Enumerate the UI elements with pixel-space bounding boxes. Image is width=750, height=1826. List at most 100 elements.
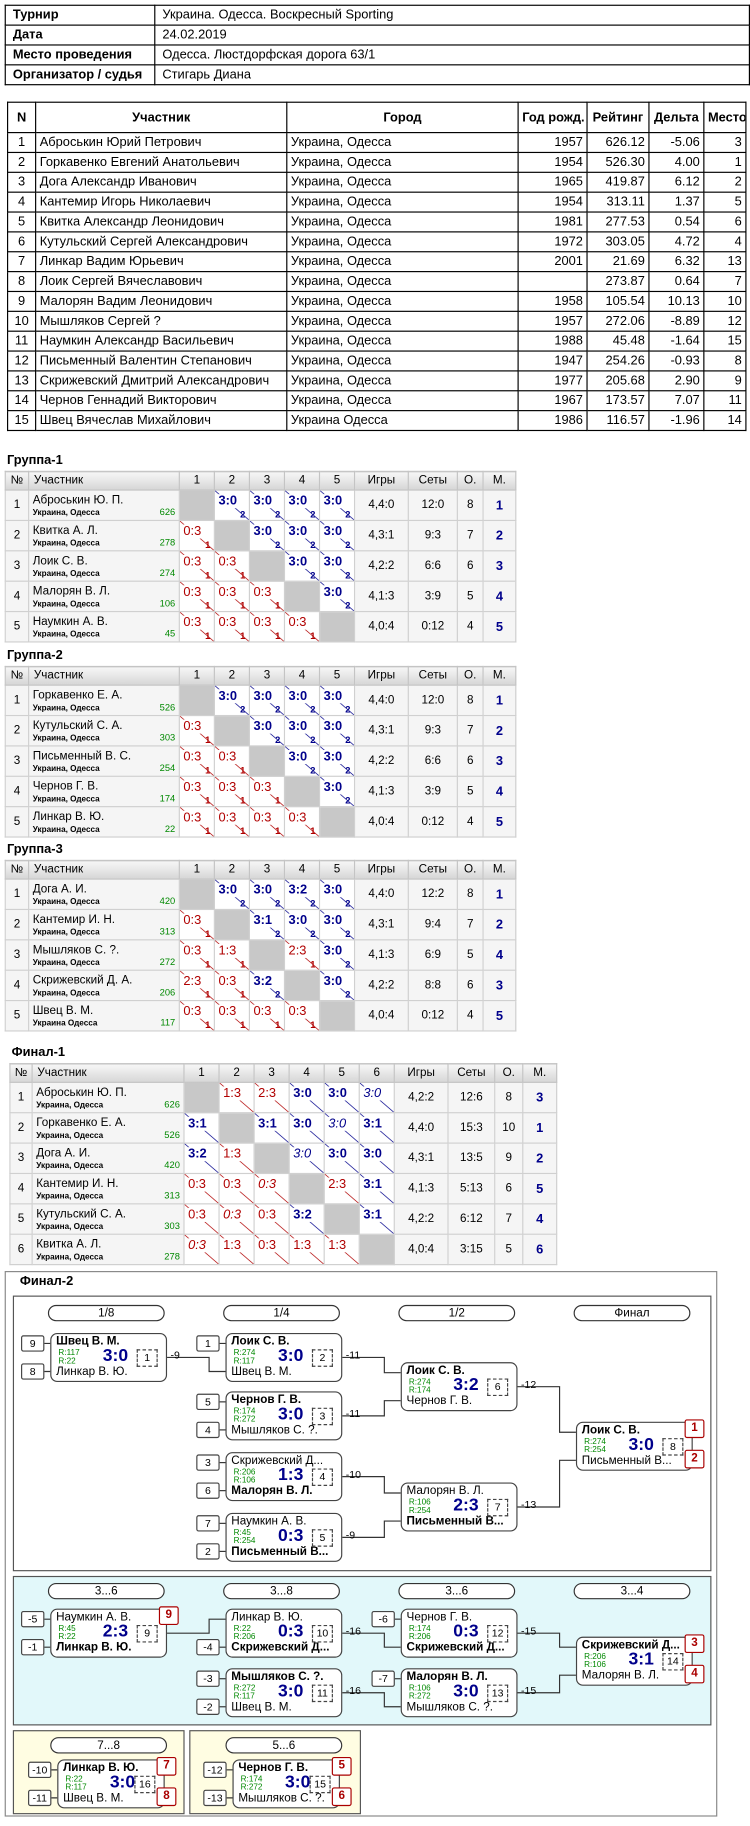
player-name: Мышляков С. ?. xyxy=(32,943,120,957)
score-box: 0:3 1 xyxy=(214,551,249,581)
score: 0:3 xyxy=(183,943,202,958)
participant-cell: Украина, Одесса xyxy=(286,350,519,372)
player-row: 3 Письменный В. С. Украина, Одесса 254 0:3 1 0… xyxy=(4,745,517,777)
games: 4,3:1 xyxy=(353,714,409,747)
player-city: Украина, Одесса xyxy=(32,898,100,907)
score: 3:0 xyxy=(363,1147,382,1162)
player-rating: R:106 xyxy=(408,1498,431,1508)
player-city: Украина Одесса xyxy=(32,1019,98,1029)
score: 3:0 xyxy=(288,719,308,734)
score-sub: 2 xyxy=(240,509,246,520)
player-name: Лоик С. В. xyxy=(581,1424,641,1437)
points: 6 xyxy=(456,969,484,1002)
diagonal-cell xyxy=(283,969,321,1002)
player-rating: R:22 xyxy=(233,1624,251,1634)
participant-cell: 2 xyxy=(7,151,37,173)
points: 4 xyxy=(456,999,484,1032)
player-rating: 22 xyxy=(164,823,176,835)
score-cell: 3:0 2 xyxy=(318,908,356,941)
player-cell: Малорян В. Л. Украина, Одесса 106 xyxy=(28,580,180,613)
player-rating: 303 xyxy=(164,1220,180,1232)
round-header: 1/8 xyxy=(47,1304,165,1322)
participant-cell: Украина, Одесса xyxy=(286,151,519,173)
score-sub: 1 xyxy=(310,825,316,837)
score-cell: 3:1 xyxy=(183,1112,220,1144)
player-number: 1 xyxy=(9,1081,33,1114)
points: 8 xyxy=(456,489,484,522)
participant-cell: 4 xyxy=(7,191,37,213)
score-cell: 0:3 xyxy=(183,1233,220,1266)
player-meta: Украина, Одесса 272 xyxy=(29,957,179,968)
player-rating: R:206 xyxy=(408,1633,431,1642)
place: 4 xyxy=(482,939,517,971)
score: 3:0 xyxy=(288,524,308,539)
score: 3:0 xyxy=(218,689,238,704)
score: 3:0 xyxy=(253,494,273,509)
score-box: 3:2 2 xyxy=(249,970,284,1000)
round-header: 3...6 xyxy=(398,1582,516,1600)
score: 1:3 xyxy=(223,1086,242,1101)
score: 3:0 xyxy=(323,719,343,734)
player-row: 3 Лоик С. В. Украина, Одесса 274 0:3 1 0:3 1 3:0… xyxy=(4,550,517,582)
points: 10 xyxy=(494,1112,524,1144)
score-box: 3:0 2 xyxy=(214,879,249,909)
player-row: 2 Квитка А. Л. Украина, Одесса 278 0:3 1 3:0 2 3… xyxy=(4,519,517,552)
sets: 0:12 xyxy=(407,610,458,643)
score: 0:3 xyxy=(218,974,237,989)
next-match: -13 xyxy=(521,1498,537,1511)
score-cell: 0:3 1 xyxy=(248,580,286,613)
column-header: 3 xyxy=(253,1063,290,1083)
round-header: 5...6 xyxy=(225,1737,343,1754)
column-header: 5 xyxy=(318,470,356,491)
player-meta: Украина, Одесса 45 xyxy=(29,629,179,640)
place-badge: 1 xyxy=(684,1419,705,1439)
participant-cell: 1977 xyxy=(517,370,588,392)
participant-row: 14 Чернов Геннадий Викторович Украина, Оде… xyxy=(7,390,747,412)
connector xyxy=(342,1476,401,1494)
participant-cell: 5 xyxy=(703,191,747,213)
player-name: Мышляков С. ?. xyxy=(231,1670,324,1684)
score: 0:3 xyxy=(253,585,272,600)
participant-row: 2 Горкавенко Евгений Анатольевич Украина, … xyxy=(7,151,747,173)
sets: 13:5 xyxy=(447,1142,496,1175)
info-label: Турнир xyxy=(4,4,156,26)
column-header: М. xyxy=(482,665,517,686)
column-header: Участник xyxy=(31,1063,185,1083)
participant-cell: 4.00 xyxy=(648,151,705,173)
participant-cell: 626.12 xyxy=(586,132,650,154)
games: 4,2:2 xyxy=(353,745,409,777)
score-box: 3:0 2 xyxy=(320,940,354,970)
games: 4,3:1 xyxy=(353,519,409,552)
score-box: 0:3 1 xyxy=(285,612,319,642)
score-sub: 2 xyxy=(310,539,316,551)
participant-cell xyxy=(517,271,588,293)
round-header: 3...6 xyxy=(47,1582,165,1600)
place-badge: 6 xyxy=(331,1787,352,1807)
score: 1:3 xyxy=(293,1238,312,1253)
participant-cell: Скрижевский Дмитрий Александрович xyxy=(35,370,288,392)
participant-cell: Украина, Одесса xyxy=(286,370,519,392)
score-box: 1:3 xyxy=(219,1234,254,1265)
player-city: Украина, Одесса xyxy=(32,630,100,640)
player-rating: R:274 xyxy=(408,1378,431,1387)
round-header: 1/4 xyxy=(223,1304,340,1322)
place: 5 xyxy=(482,999,517,1032)
score-box: 3:0 2 xyxy=(320,716,354,746)
participant-cell: 2001 xyxy=(517,251,588,273)
player-city: Украина, Одесса xyxy=(36,1253,104,1262)
participant-cell: -1.64 xyxy=(648,330,705,352)
player-name: Наумкин А. В. xyxy=(231,1515,307,1529)
match: Швец В. М. R:117 Линкар В. Ю. R:22 3:0 1 xyxy=(50,1332,168,1383)
sets: 6:12 xyxy=(447,1203,496,1235)
participant-cell: Горкавенко Евгений Анатольевич xyxy=(35,151,288,173)
participant-cell: Украина, Одесса xyxy=(286,251,519,273)
player-name: Скрижевский Д... xyxy=(581,1639,680,1652)
sets: 12:0 xyxy=(407,684,458,717)
connector xyxy=(517,1386,576,1433)
player-cell: Кутульский С. А. Украина, Одесса 303 xyxy=(28,714,180,747)
match-score: 2:3 xyxy=(453,1495,479,1516)
player-name: Кантемир И. Н. xyxy=(36,1177,119,1191)
score-box: 3:0 2 xyxy=(320,776,354,807)
score-cell: 0:3 xyxy=(218,1203,255,1235)
score-cell: 3:2 xyxy=(288,1203,325,1235)
